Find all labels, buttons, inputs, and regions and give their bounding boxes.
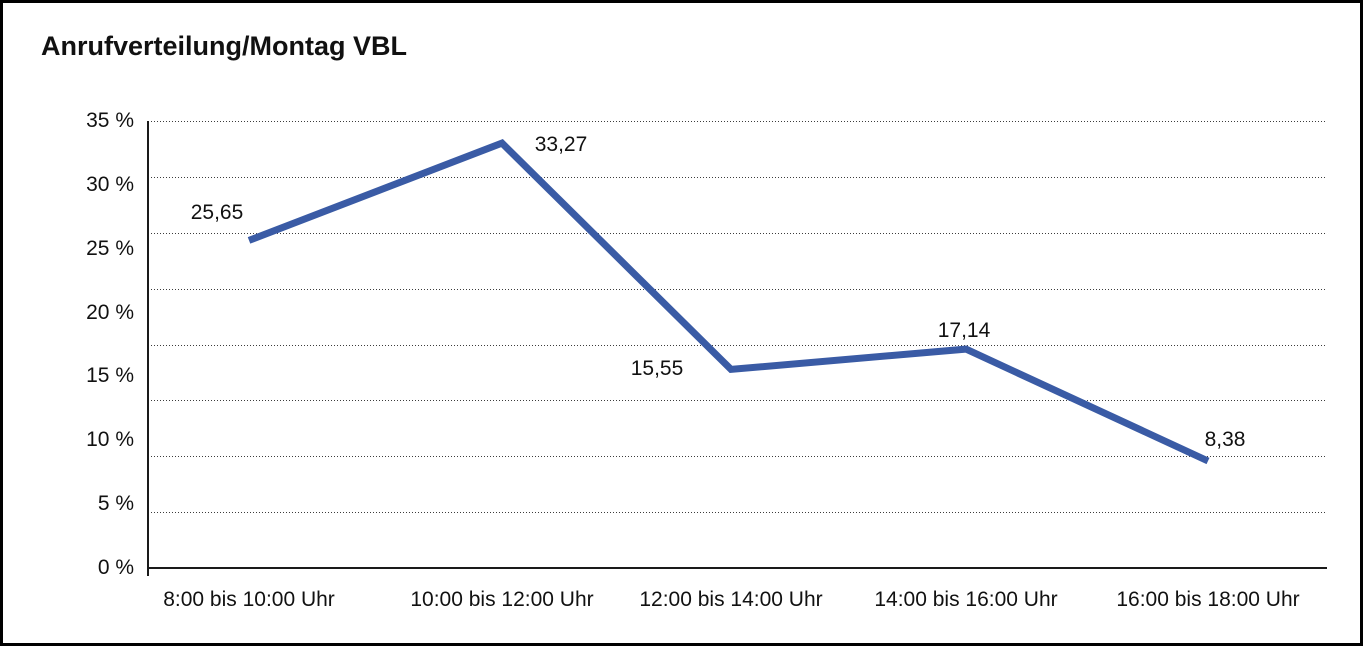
y-axis-labels: 35 % 30 % 25 % 20 % 15 % 10 % 5 % 0 %	[3, 109, 134, 579]
y-axis-label: 25 %	[86, 236, 134, 260]
y-axis-line	[147, 121, 149, 576]
gridline	[148, 121, 1326, 122]
x-axis-label: 12:00 bis 14:00 Uhr	[639, 588, 823, 611]
y-axis-label: 20 %	[86, 300, 134, 324]
x-axis-line	[147, 567, 1327, 569]
chart-title: Anrufverteilung/Montag VBL	[41, 31, 407, 61]
x-axis-labels: 8:00 bis 10:00 Uhr 10:00 bis 12:00 Uhr 12:…	[3, 588, 1360, 618]
data-point-label: 15,55	[630, 357, 684, 381]
x-axis-label: 8:00 bis 10:00 Uhr	[163, 588, 335, 611]
data-point-label: 8,38	[1204, 427, 1246, 451]
gridline	[148, 512, 1326, 514]
y-axis-label: 5 %	[97, 492, 134, 516]
y-axis-label: 0 %	[97, 556, 134, 579]
y-axis-label: 30 %	[86, 172, 134, 196]
data-point-label: 25,65	[190, 201, 244, 225]
point-labels: 25,65 33,27 15,55 17,14 8,38	[3, 3, 1360, 643]
x-axis-label: 10:00 bis 12:00 Uhr	[410, 588, 594, 611]
x-axis-label: 14:00 bis 16:00 Uhr	[874, 588, 1058, 611]
y-axis-label: 10 %	[86, 428, 134, 452]
data-point-label: 33,27	[534, 133, 588, 157]
y-axis-label: 15 %	[86, 364, 134, 388]
data-point-label: 17,14	[937, 319, 991, 343]
x-axis-label: 16:00 bis 18:00 Uhr	[1116, 588, 1300, 611]
y-axis-label: 35 %	[86, 109, 134, 132]
